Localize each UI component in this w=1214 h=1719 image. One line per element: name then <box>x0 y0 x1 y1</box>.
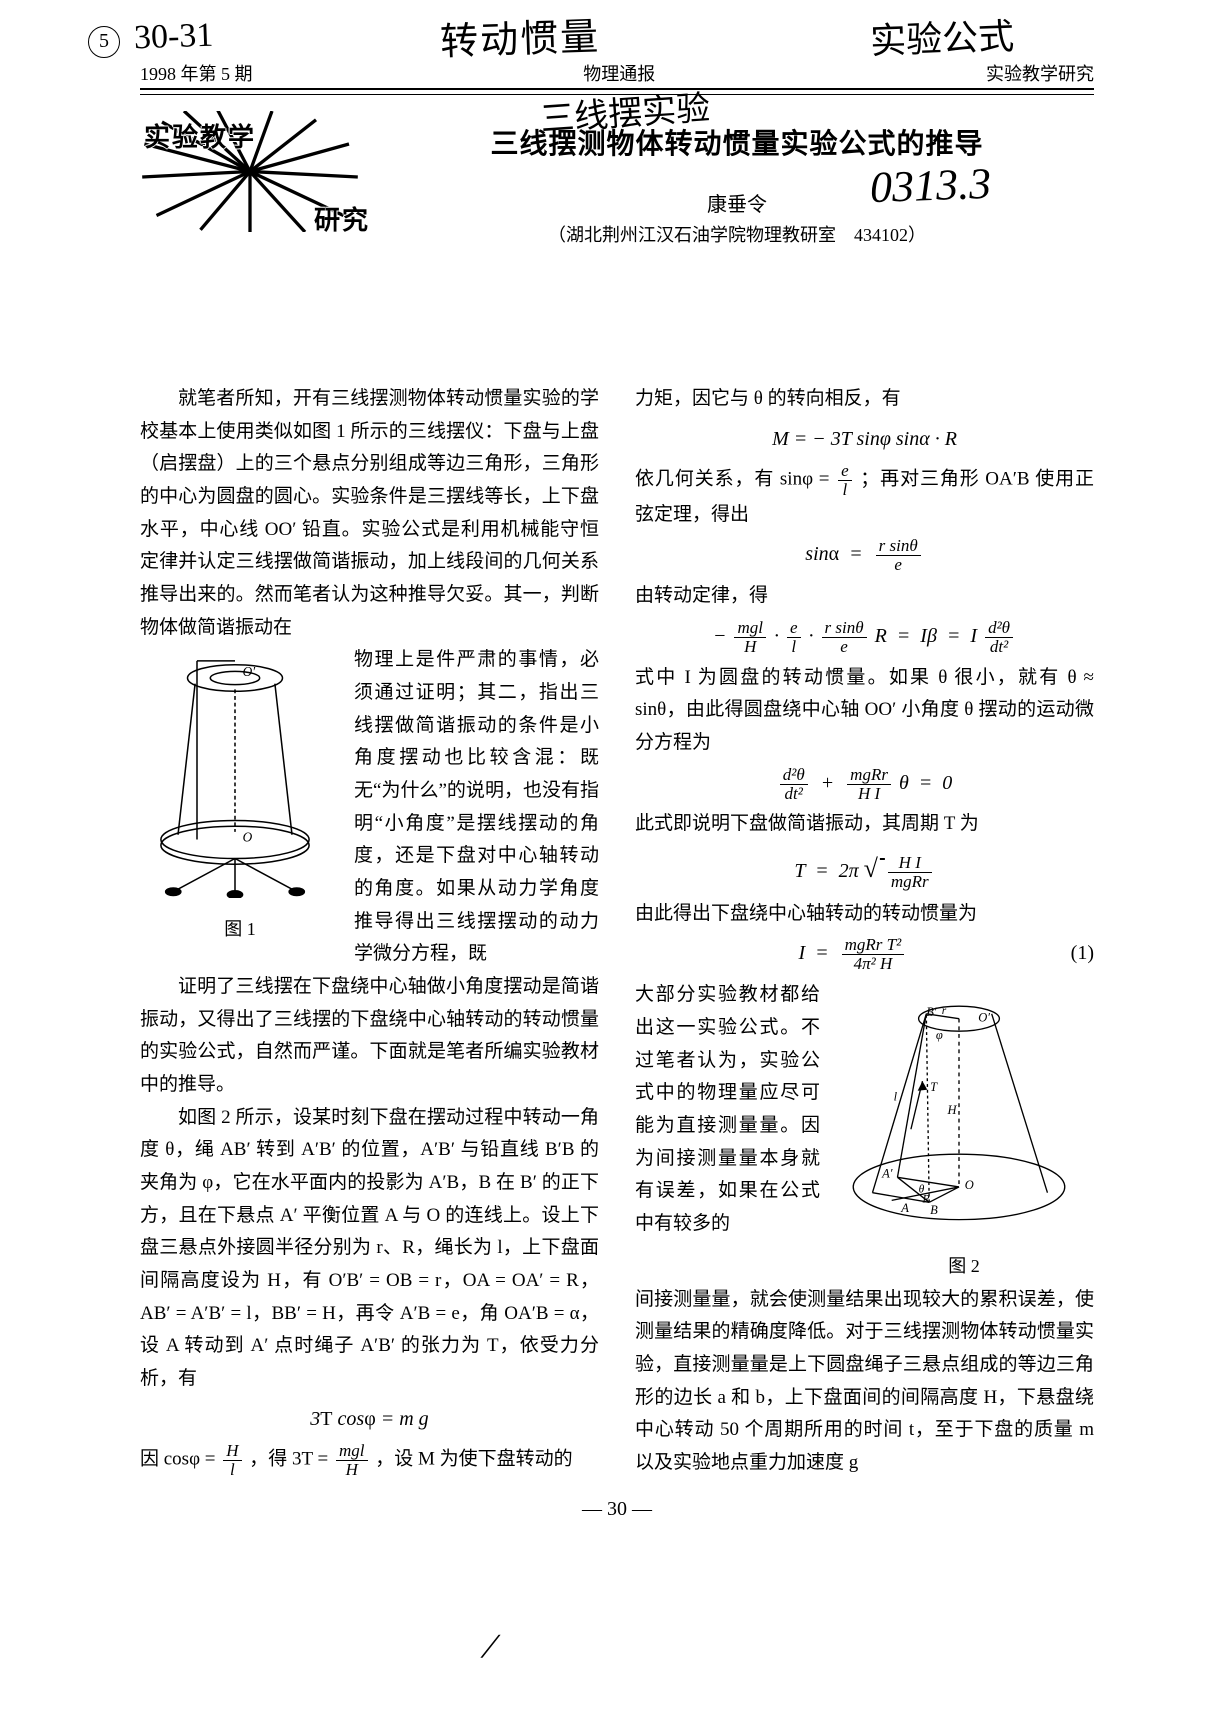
eq-rot-law: − mglH · el · r sinθe R = Iβ = I d²θdt² <box>635 619 1094 656</box>
title-block: 三线摆测物体转动惯量实验公式的推导 康垂令 （湖北荆州江汉石油学院物理教研室 4… <box>380 122 1094 247</box>
hand-top-left: 30-31 <box>133 17 214 58</box>
frag-p4c: ，设 M 为使下盘转动的 <box>375 1449 572 1470</box>
journal-name: 物理通报 <box>583 60 655 86</box>
eq-moment: M = − 3T sinφ sinα · R <box>635 422 1094 456</box>
right-p8: 间接测量量，就会使测量结果出现较大的累积误差，使测量结果的精确度降低。对于三线摆… <box>635 1284 1094 1480</box>
section-badge: 实验教学 研究 <box>140 111 360 241</box>
right-p5: 此式即说明下盘做简谐振动，其周期 T 为 <box>635 808 1094 841</box>
article-title: 三线摆测物体转动惯量实验公式的推导 <box>380 122 1094 162</box>
svg-text:A: A <box>900 1201 909 1215</box>
eq-ode: d²θdt² + mgRrH I θ = 0 <box>635 766 1094 803</box>
svg-text:φ: φ <box>936 1028 943 1042</box>
issue-label: 1998 年第 5 期 <box>140 60 253 86</box>
hand-circled-5: 5 <box>88 26 120 58</box>
svg-text:O′: O′ <box>978 1011 990 1025</box>
svg-text:H: H <box>946 1103 957 1117</box>
author: 康垂令 <box>380 188 1094 217</box>
svg-text:O′: O′ <box>243 664 257 679</box>
frag-p4b: ，得 3T = <box>249 1449 333 1470</box>
right-p2: 依几何关系，有 sinφ = el ；再对三角形 OA′B 使用正弦定理，得出 <box>635 462 1094 531</box>
affiliation: （湖北荆州江汉石油学院物理教研室 434102） <box>380 221 1094 247</box>
frag-r2a: 依几何关系，有 sinφ = <box>635 469 835 490</box>
svg-text:l: l <box>894 1090 898 1104</box>
right-p3: 由转动定律，得 <box>635 580 1094 613</box>
eq-period: T = 2π √ H ImgRr <box>635 847 1094 892</box>
figure-2-caption: 图 2 <box>834 1251 1094 1282</box>
svg-text:B′: B′ <box>926 1005 937 1019</box>
hand-stroke-1: ⟋ <box>479 1631 501 1666</box>
svg-text:A′: A′ <box>881 1166 893 1180</box>
left-p4: 因 cosφ = Hl ，得 3T = mglH ，设 M 为使下盘转动的 <box>140 1442 599 1479</box>
left-p1: 就笔者所知，开有三线摆测物体转动惯量实验的学校基本上使用类似如图 1 所示的三线… <box>140 383 599 644</box>
svg-text:O: O <box>965 1178 974 1192</box>
svg-text:O: O <box>243 830 253 845</box>
figure-2: B′ O′ r O R <box>834 985 1094 1282</box>
right-p6: 由此得出下盘绕中心轴转动的转动惯量为 <box>635 898 1094 931</box>
svg-text:r: r <box>942 1005 947 1017</box>
right-p4: 式中 I 为圆盘的转动惯量。如果 θ 很小，就有 θ ≈ sinθ，由此得圆盘绕… <box>635 662 1094 760</box>
page-number: — 30 — <box>140 1498 1094 1521</box>
svg-text:T: T <box>930 1080 938 1094</box>
left-p2: 证明了三线摆在下盘绕中心轴做小角度摆动是简谐振动，又得出了三线摆的下盘绕中心轴转… <box>140 971 599 1102</box>
left-p3: 如图 2 所示，设某时刻下盘在摆动过程中转动一角度 θ，绳 AB′ 转到 A′B… <box>140 1102 599 1396</box>
hand-top-center: 转动惯量 <box>439 5 601 66</box>
figure-1-caption: 图 1 <box>140 914 340 945</box>
eq-3Tcos: 3T cosφ = m g <box>140 1402 599 1436</box>
frag-p4a: 因 cosφ = <box>140 1449 220 1470</box>
right-column: 力矩，因它与 θ 的转向相反，有 M = − 3T sinφ sinα · R … <box>635 383 1094 1480</box>
badge-text-2: 研究 <box>314 200 370 237</box>
figure-2-svg: B′ O′ r O R <box>834 985 1084 1235</box>
figure-1-svg: O′ O <box>140 648 330 898</box>
page: 5 30-31 转动惯量 实验公式 三线摆实验 0313.3 1998 年第 5… <box>0 0 1214 1719</box>
eqnum-1: (1) <box>1071 936 1094 970</box>
right-p1: 力矩，因它与 θ 的转向相反，有 <box>635 383 1094 416</box>
section-name: 实验教学研究 <box>986 60 1094 86</box>
eq-I: I = mgRr T²4π² H (1) <box>635 936 1094 973</box>
left-column: 就笔者所知，开有三线摆测物体转动惯量实验的学校基本上使用类似如图 1 所示的三线… <box>140 383 599 1480</box>
eq-sina: sinα = r sinθe <box>635 537 1094 574</box>
figure-1: O′ O <box>140 648 340 945</box>
svg-text:B: B <box>930 1203 938 1217</box>
body-columns: 就笔者所知，开有三线摆测物体转动惯量实验的学校基本上使用类似如图 1 所示的三线… <box>140 383 1094 1480</box>
hand-top-right: 实验公式 <box>869 8 1015 65</box>
badge-text-1: 实验教学 <box>144 117 256 154</box>
